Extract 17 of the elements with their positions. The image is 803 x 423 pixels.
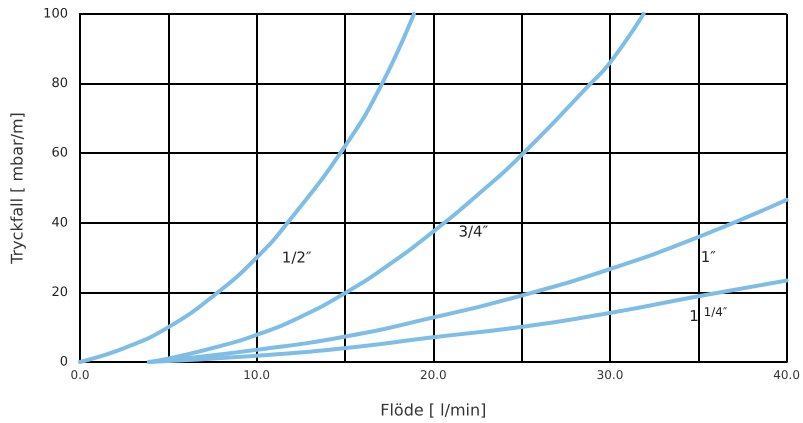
x-tick-label: 20.0 — [420, 368, 447, 382]
y-axis-title: Tryckfall [ mbar/m] — [8, 112, 26, 265]
series-label: 3/4″ — [458, 222, 489, 240]
y-tick-label: 0 — [60, 354, 68, 370]
y-tick-label: 80 — [51, 76, 68, 92]
series-label: 1/2″ — [282, 248, 312, 267]
y-tick-label: 60 — [51, 146, 68, 161]
x-axis-title: Flöde [ l/min] — [380, 400, 486, 420]
y-tick-label: 40 — [51, 215, 68, 230]
y-tick-label: 100 — [43, 6, 68, 22]
x-tick-label: 30.0 — [596, 368, 624, 382]
series-label: 1 1/4″ — [689, 305, 728, 326]
x-tick-label: 10.0 — [243, 368, 270, 382]
series-label: 1″ — [700, 248, 716, 266]
x-tick-label: 40.0 — [773, 368, 800, 382]
x-tick-label: 0.0 — [70, 368, 90, 382]
y-tick-label: 20 — [51, 284, 68, 300]
